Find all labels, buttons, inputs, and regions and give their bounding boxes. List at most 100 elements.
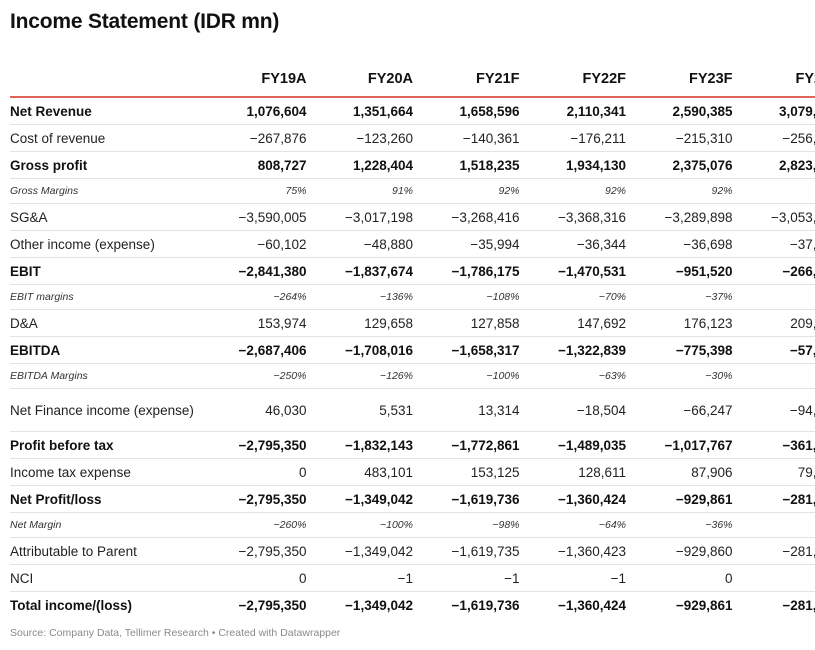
table-cell: −1,708,016: [306, 336, 413, 364]
table-cell: 79,489: [732, 458, 815, 486]
table-cell: −264%: [200, 284, 307, 310]
table-cell: −57,726: [732, 336, 815, 364]
table-cell: 808,727: [200, 151, 307, 179]
table-cell: 153,974: [200, 309, 307, 337]
table-cell: 46,030: [200, 388, 307, 432]
source-note: Source: Company Data, Tellimer Research …: [10, 627, 341, 639]
row-label: Net Margin: [10, 512, 200, 538]
column-header-fy20a: FY20A: [306, 57, 413, 98]
table-cell: −929,861: [675, 597, 733, 613]
table-cell: −18,504: [519, 388, 626, 432]
table-cell: 92%: [413, 178, 520, 204]
table-cell: −1,658,317: [413, 336, 520, 364]
row-label: D&A: [10, 309, 200, 337]
page-title: Income Statement (IDR mn): [10, 10, 280, 33]
table-cell: −2%: [732, 363, 815, 389]
table-cell: −1,489,035: [519, 431, 626, 459]
table-cell: 92%: [732, 178, 815, 204]
column-header-fy21f: FY21F: [413, 57, 520, 98]
table-cell: −1: [413, 564, 520, 592]
table-row: EBITDA Margins−250%−126%−100%−63%−30%−2%: [10, 363, 815, 389]
table-cell: −1: [306, 564, 413, 592]
table-cell: −140,361: [413, 124, 520, 152]
table-cell: 1,934,130: [519, 151, 626, 179]
table-cell: −36,344: [519, 230, 626, 258]
table-row: Net Profit/loss −2,795,350 −1,349,042 −1,61…: [10, 485, 815, 513]
table-cell: 153,125: [413, 458, 520, 486]
table-cell: −64%: [519, 512, 626, 538]
row-label: EBITDA Margins: [10, 363, 200, 389]
table-cell: −1: [519, 564, 626, 592]
row-label: Net Revenue: [10, 97, 200, 125]
table-cell: −361,312: [732, 431, 815, 459]
table-cell: −60,102: [200, 230, 307, 258]
table-cell: −1,349,042: [306, 537, 413, 565]
table-cell: −260%: [200, 512, 307, 538]
table-cell: −36,698: [626, 230, 733, 258]
table-cell: −2,687,406: [200, 336, 307, 364]
table-cell: −281,824: [732, 485, 815, 513]
table-row: EBIT −2,841,380 −1,837,674 −1,786,175 −1,470…: [10, 257, 815, 285]
table-cell: −3,053,172: [732, 203, 815, 231]
table-row: Total income/(loss) −2,795,350 −1,349,042 −…: [10, 592, 815, 619]
table-cell: −36%: [626, 512, 733, 538]
table-cell: 1,076,604: [200, 97, 307, 125]
table-cell: −256,184: [732, 124, 815, 152]
table-row: Cost of revenue −267,876 −123,260 −140,361−…: [10, 124, 815, 152]
table-cell: 1,351,664: [306, 97, 413, 125]
row-label: EBITDA: [10, 336, 200, 364]
table-cell: −108%: [413, 284, 520, 310]
table-cell: −37%: [626, 284, 733, 310]
row-label: Net Profit/loss: [10, 485, 200, 513]
table-cell: −2,795,350: [200, 485, 307, 513]
row-label: Gross profit: [10, 151, 200, 179]
table-cell: −35,994: [413, 230, 520, 258]
table-cell: 2,823,327: [732, 151, 815, 179]
table-cell: 2,375,076: [626, 151, 733, 179]
table-cell: −281,824: [732, 537, 815, 565]
table-row: Net Finance income (expense) 46,030 5,531 1…: [10, 388, 815, 432]
table-cell: −1,349,042: [345, 597, 413, 613]
table-cell: 0: [200, 458, 307, 486]
table-cell: −1,322,839: [519, 336, 626, 364]
table-cell: −94,413: [732, 388, 815, 432]
table-cell: −37,056: [732, 230, 815, 258]
table-row: EBIT margins−264%−136%−108%−70%−37%−9%: [10, 284, 815, 310]
table-cell: 0: [200, 564, 307, 592]
table-cell: 75%: [200, 178, 307, 204]
table-cell: 127,858: [413, 309, 520, 337]
table-row: D&A 153,974 129,658 127,858 147,692 176,123 20…: [10, 309, 815, 337]
table-row: Attributable to Parent −2,795,350 −1,349,0…: [10, 537, 815, 565]
income-statement-table: FY19AFY20AFY21FFY22FFY23FFY24F Net Reven…: [10, 57, 815, 618]
row-label: Profit before tax: [10, 431, 200, 459]
table-cell: 147,692: [519, 309, 626, 337]
table-cell: −63%: [519, 363, 626, 389]
table-cell: 1,518,235: [413, 151, 520, 179]
table-row: Net Revenue 1,076,604 1,351,664 1,658,596 2,…: [10, 97, 815, 125]
table-cell: −3,368,316: [519, 203, 626, 231]
table-cell: −3,017,198: [306, 203, 413, 231]
table-cell: 5,531: [306, 388, 413, 432]
table-cell: −1,349,042: [306, 485, 413, 513]
row-label: Other income (expense): [10, 230, 200, 258]
table-cell: 2,590,385: [626, 97, 733, 125]
table-cell: −1,360,424: [519, 485, 626, 513]
row-label: EBIT: [10, 257, 200, 285]
table-cell: −1,772,861: [413, 431, 520, 459]
table-row: Income tax expense 0 483,101 153,125 128,611…: [10, 458, 815, 486]
table-cell: −1,619,736: [451, 597, 520, 613]
table-cell: −929,861: [626, 485, 733, 513]
row-label: NCI: [10, 564, 200, 592]
table-row: SG&A −3,590,005 −3,017,198 −3,268,416 −3,368…: [10, 203, 815, 231]
table-cell: −30%: [626, 363, 733, 389]
table-cell: −9%: [732, 512, 815, 538]
table-cell: −951,520: [626, 257, 733, 285]
table-cell: −1,832,143: [306, 431, 413, 459]
table-row: Other income (expense) −60,102 −48,880 −35,…: [10, 230, 815, 258]
table-cell: −1,837,674: [306, 257, 413, 285]
row-label: Income tax expense: [10, 458, 200, 486]
table-cell: −929,860: [626, 537, 733, 565]
table-cell: −3,590,005: [200, 203, 307, 231]
table-cell: 483,101: [306, 458, 413, 486]
column-header-fy22f: FY22F: [519, 57, 626, 98]
